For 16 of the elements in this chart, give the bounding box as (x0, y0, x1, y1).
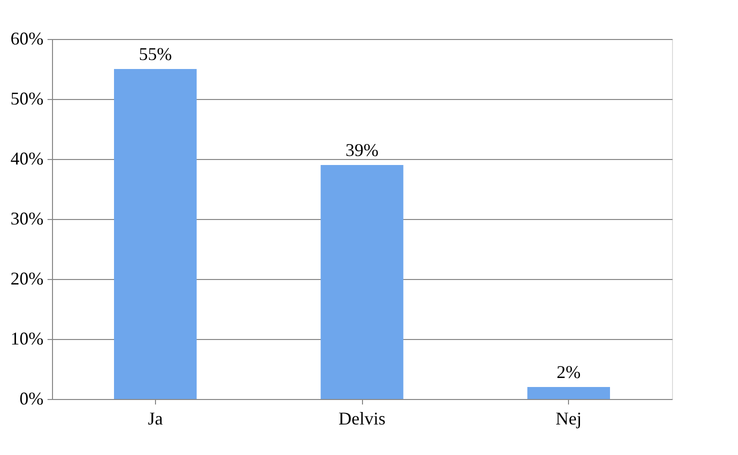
y-tick-label: 20% (10, 268, 44, 288)
bar (320, 165, 404, 399)
y-tick-label: 40% (10, 148, 44, 168)
data-label: 2% (556, 362, 581, 382)
data-label: 39% (346, 140, 378, 160)
x-tick-label: Nej (556, 408, 582, 428)
x-tick-label: Delvis (338, 408, 386, 428)
y-tick-label: 30% (10, 208, 44, 228)
y-tick-label: 10% (10, 328, 44, 348)
y-tick-label: 50% (10, 88, 44, 108)
y-tick-label: 60% (10, 28, 44, 48)
bar (114, 69, 197, 399)
y-tick-label: 0% (20, 388, 44, 408)
bar (527, 387, 610, 399)
data-label: 55% (138, 44, 172, 64)
x-tick-label: Ja (148, 408, 163, 428)
